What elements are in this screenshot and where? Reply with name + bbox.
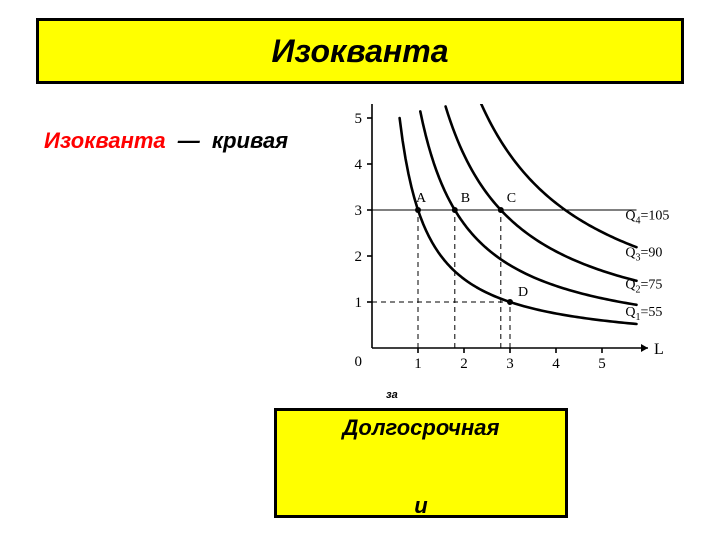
- chart-svg: 12345123450LKABCDQ4=105Q3=90Q2=75Q1=55: [318, 104, 688, 384]
- svg-text:3: 3: [506, 356, 514, 372]
- svg-text:Q1=55: Q1=55: [625, 305, 662, 323]
- svg-text:2: 2: [355, 249, 363, 265]
- svg-text:3: 3: [355, 203, 363, 219]
- svg-text:1: 1: [414, 356, 422, 372]
- svg-text:1: 1: [355, 295, 363, 311]
- definition-body: кривая: [212, 128, 288, 153]
- bottom-box: Долгосрочная и: [274, 408, 568, 518]
- svg-text:Q4=105: Q4=105: [625, 209, 669, 227]
- slide-title: Изокванта: [272, 33, 449, 69]
- svg-text:Q2=75: Q2=75: [625, 278, 662, 296]
- svg-text:C: C: [507, 191, 516, 206]
- bottom-box-line2: и: [277, 493, 565, 519]
- svg-text:2: 2: [460, 356, 468, 372]
- svg-text:5: 5: [355, 111, 363, 127]
- slide: Изокванта Изокванта — кривая 1 2 3 4 5 1 2 3 4 5 0…: [0, 0, 720, 540]
- definition-dash: —: [172, 128, 206, 153]
- svg-text:5: 5: [598, 356, 606, 372]
- svg-text:A: A: [416, 191, 427, 206]
- isoquant-chart: 12345123450LKABCDQ4=105Q3=90Q2=75Q1=55: [318, 104, 688, 384]
- definition-term: Изокванта: [44, 128, 166, 153]
- title-box: Изокванта: [36, 18, 684, 84]
- definition-text: Изокванта — кривая: [44, 128, 304, 154]
- behind-fragment: за: [386, 389, 398, 401]
- bottom-box-line1: Долгосрочная: [277, 415, 565, 441]
- svg-text:L: L: [654, 341, 664, 358]
- svg-text:0: 0: [355, 354, 363, 370]
- svg-text:B: B: [461, 191, 470, 206]
- svg-text:D: D: [518, 285, 528, 300]
- svg-text:4: 4: [552, 356, 560, 372]
- svg-text:Q3=90: Q3=90: [625, 245, 662, 263]
- svg-text:4: 4: [355, 157, 363, 173]
